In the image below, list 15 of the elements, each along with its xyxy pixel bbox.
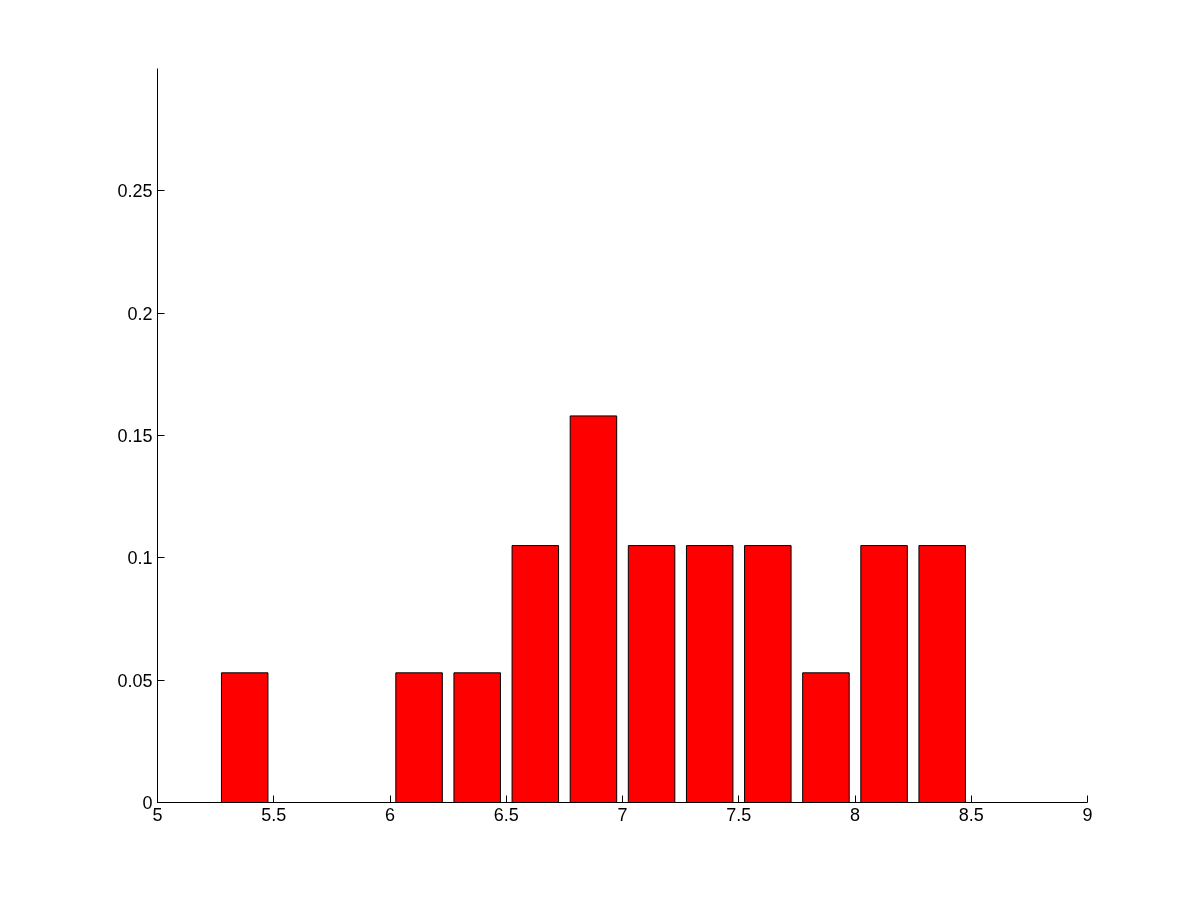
y-tick-label: 0.25 xyxy=(117,181,153,202)
x-tick-label: 7.5 xyxy=(726,804,752,825)
x-tick-label: 6.5 xyxy=(493,804,519,825)
x-tick-label: 8 xyxy=(849,804,861,825)
y-tick-label: 0.15 xyxy=(117,426,153,446)
x-tick-label: 6 xyxy=(384,804,396,825)
y-tick-label: 0.1 xyxy=(127,548,153,569)
y-tick-label: 0 xyxy=(142,793,153,813)
y-tick-label: 0.05 xyxy=(117,670,153,691)
y-tick-label: 0.2 xyxy=(127,303,153,324)
x-tick-label: 9 xyxy=(1082,804,1093,825)
x-tick-label: 5 xyxy=(152,804,163,825)
x-tick-label: 5.5 xyxy=(261,804,287,825)
x-tick-label: 7 xyxy=(617,804,628,825)
x-tick-label: 8.5 xyxy=(958,804,984,825)
